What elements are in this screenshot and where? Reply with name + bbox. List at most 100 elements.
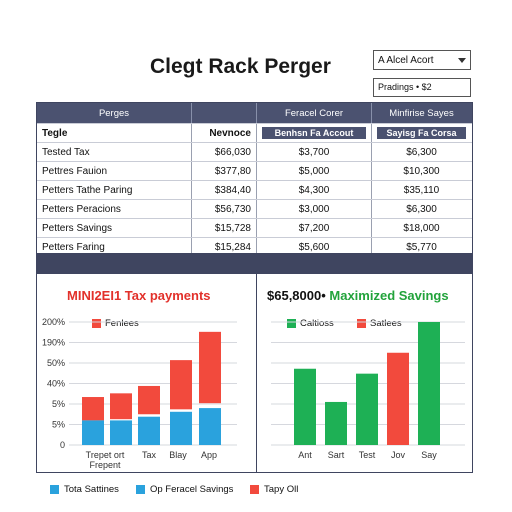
x-tick-label: Frepent — [89, 460, 121, 470]
bottom-legend-label-1: Tota Sattines — [64, 484, 119, 495]
row-col3: $4,300 — [257, 181, 372, 199]
legend-label-satlees: Satlees — [370, 318, 402, 329]
row-col3: $3,700 — [257, 143, 372, 161]
bar-red — [199, 331, 221, 404]
row-col3: $5,000 — [257, 162, 372, 180]
table-row[interactable]: Petters Savings $15,728 $7,200 $18,000 — [37, 218, 472, 237]
row-value: $56,730 — [192, 200, 257, 218]
table-header: Perges Feracel Corer Minfirise Sayes — [37, 103, 472, 123]
x-tick-label: Jov — [391, 450, 406, 460]
balance-field[interactable]: Pradings • $2 — [373, 78, 471, 97]
bottom-legend-swatch-1 — [50, 485, 59, 494]
bottom-legend-item-3: Tapy Oll — [250, 484, 298, 495]
x-tick-label: Trepet ort — [86, 450, 125, 460]
chart-title-savings-text: $65,8000• Maximized Savings — [267, 288, 449, 303]
x-tick-label: Say — [421, 450, 437, 460]
row-col4: $10,300 — [403, 165, 440, 177]
subheader-col3: Benhsn Fa Accout — [257, 124, 372, 142]
chart-title-tax: MINI2EI1 Tax payments — [67, 288, 211, 303]
legend-swatch-green — [287, 319, 296, 328]
row-col4: $6,300 — [406, 146, 437, 158]
subheader-value: Nevnoce — [192, 124, 257, 142]
x-tick-label: Tax — [142, 450, 157, 460]
bar-green — [294, 368, 316, 445]
tax-payments-panel: MINI2EI1 Tax payments Fenlees 200% 190% 50… — [36, 273, 257, 473]
bottom-legend-swatch-2 — [136, 485, 145, 494]
legend-swatch-red — [92, 319, 101, 328]
bottom-legend-label-2: Op Feracel Savings — [150, 484, 234, 495]
legend-item-caltioss: Caltioss — [287, 318, 334, 329]
table-row[interactable]: Petters Peracions $56,730 $3,000 $6,300 — [37, 199, 472, 218]
row-label: Petters Tathe Paring — [37, 181, 192, 199]
row-col3: $7,200 — [257, 219, 372, 237]
subheader-label: Tegle — [37, 124, 192, 142]
summary-table: Perges Feracel Corer Minfirise Sayes Teg… — [36, 102, 473, 257]
row-col3: $3,000 — [257, 200, 372, 218]
x-tick-label: Test — [359, 450, 376, 460]
bar-red — [387, 352, 409, 445]
x-tick-label: Ant — [298, 450, 312, 460]
table-row[interactable]: Petters Faring $15,284 $5,600 $5,770 — [37, 237, 472, 256]
bar-red — [170, 360, 192, 410]
header-cell-perges[interactable]: Perges — [37, 103, 192, 123]
bar-green — [325, 401, 347, 445]
y-tick-label: 40% — [47, 379, 65, 389]
bar-blue — [199, 408, 221, 445]
row-value: $15,728 — [192, 219, 257, 237]
bottom-legend-label-3: Tapy Oll — [264, 484, 299, 495]
subheader-col4: Sayisg Fa Corsa — [372, 124, 471, 142]
table-row[interactable]: Pettres Fauion $377,80 $5,000 $10,300 — [37, 161, 472, 180]
row-col4: $6,300 — [406, 203, 437, 215]
bar-blue — [82, 420, 104, 445]
legend-swatch-red-2 — [357, 319, 366, 328]
row-col4: $35,110 — [403, 184, 440, 196]
bar-blue — [138, 416, 160, 445]
bar-blue — [170, 411, 192, 445]
row-col4: $18,000 — [403, 222, 440, 234]
bar-green — [356, 373, 378, 445]
row-label: Tested Tax — [37, 143, 192, 161]
account-dropdown-button[interactable]: A Alcel Acort — [373, 50, 471, 70]
bottom-legend-item-2: Op Feracel Savings — [136, 484, 233, 495]
bar-red — [138, 385, 160, 415]
table-row[interactable]: Petters Tathe Paring $384,40 $4,300 $35,110 — [37, 180, 472, 199]
savings-panel: $65,8000• Maximized Savings Caltioss Sat… — [256, 273, 473, 473]
table-row[interactable]: Tested Tax $66,030 $3,700 $6,300 — [37, 142, 472, 161]
legend-item-fenlees: Fenlees — [92, 318, 139, 329]
x-tick-label: Sart — [328, 450, 345, 460]
x-tick-label: App — [201, 450, 217, 460]
x-tick-label: Blay — [169, 450, 187, 460]
chevron-down-icon — [458, 57, 466, 63]
chart-title-savings: $65,8000• Maximized Savings — [267, 288, 449, 303]
row-col3: $5,600 — [257, 238, 372, 256]
row-label: Pettres Fauion — [37, 162, 192, 180]
subheader-col3-text: Benhsn Fa Accout — [262, 127, 366, 139]
row-value: $377,80 — [192, 162, 257, 180]
row-label: Petters Peracions — [37, 200, 192, 218]
legend-item-satlees: Satlees — [357, 318, 402, 329]
header-cell-feracel[interactable]: Feracel Corer — [257, 103, 372, 123]
section-divider-bar — [36, 253, 473, 273]
page-title: Clegt Rack Perger — [150, 55, 331, 78]
legend-label-fenlees: Fenlees — [105, 318, 139, 329]
header-cell-minfirise[interactable]: Minfirise Sayes — [389, 107, 454, 119]
subheader-col4-text: Sayisg Fa Corsa — [377, 127, 466, 139]
bar-green — [418, 322, 440, 445]
header-cell-blank — [192, 103, 257, 123]
y-tick-label: 50% — [47, 358, 65, 368]
bottom-legend-swatch-3 — [250, 485, 259, 494]
y-tick-label: 5% — [52, 420, 65, 430]
bar-red — [110, 393, 132, 420]
y-tick-label: 190% — [42, 338, 65, 348]
row-col4: $5,770 — [406, 241, 437, 253]
row-value: $66,030 — [192, 143, 257, 161]
chart-title-savings-label: Maximized Savings — [325, 288, 449, 303]
account-dropdown-label: A Alcel Acort — [378, 54, 434, 66]
bottom-legend-item-1: Tota Sattines — [50, 484, 119, 495]
y-tick-label: 5% — [52, 399, 65, 409]
row-label: Petters Faring — [37, 238, 192, 256]
row-value: $15,284 — [192, 238, 257, 256]
bar-red — [82, 397, 104, 421]
table-subheader: Tegle Nevnoce Benhsn Fa Accout Sayisg Fa… — [37, 123, 472, 142]
